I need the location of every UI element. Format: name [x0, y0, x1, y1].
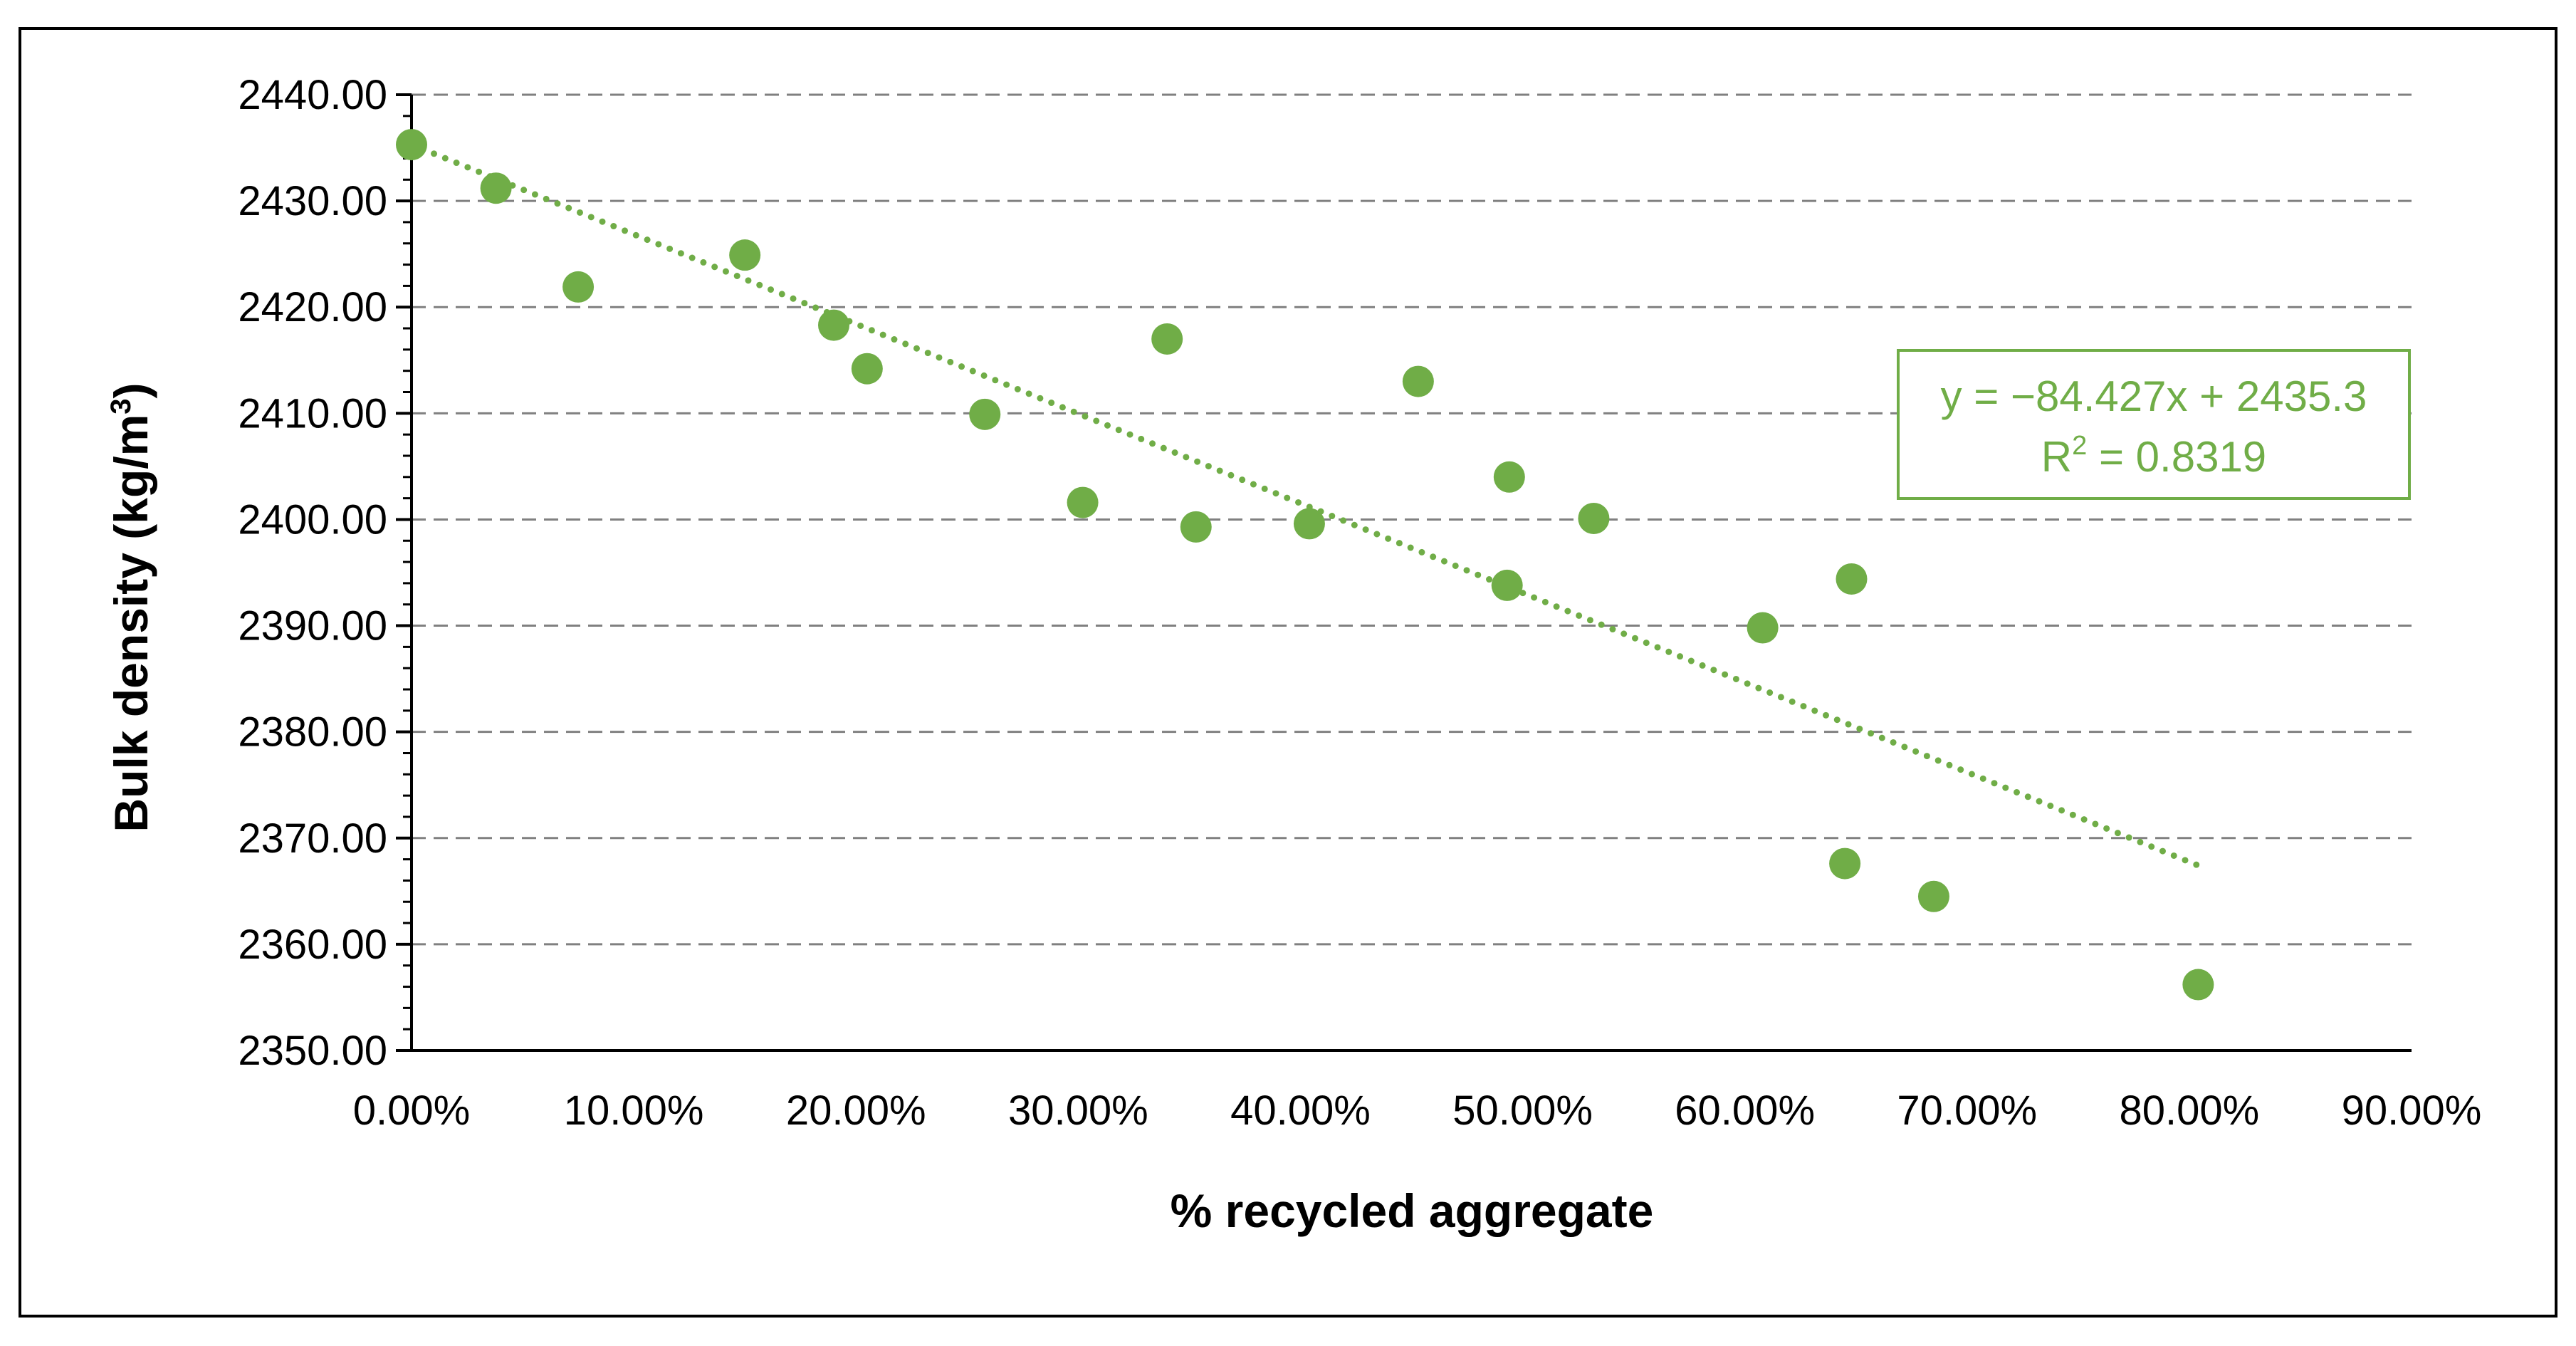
y-tick-label-4: 2390.00: [238, 603, 387, 649]
tick-labels: 2350.00 2360.00 2370.00 2380.00 2390.00 2400.…: [238, 72, 2481, 1134]
data-point-10: [1293, 508, 1325, 540]
y-tick-label-1: 2360.00: [238, 922, 387, 968]
y-tick-label-9: 2440.00: [238, 72, 387, 118]
y-axis-title-main: Bulk density (kg/m: [105, 414, 157, 833]
data-point-1: [480, 172, 512, 204]
x-tick-label-0: 0.00%: [353, 1087, 470, 1134]
data-point-4: [818, 309, 850, 341]
data-point-12: [1491, 569, 1523, 601]
r-squared-value: = 0.8319: [2087, 433, 2266, 481]
chart-frame: [19, 27, 2557, 1318]
y-tick-label-7: 2420.00: [238, 284, 387, 330]
data-point-15: [1747, 612, 1779, 644]
data-point-6: [969, 398, 1001, 430]
data-point-13: [1493, 461, 1525, 493]
data-point-18: [1917, 880, 1949, 912]
data-point-8: [1151, 323, 1183, 355]
x-tick-label-7: 70.00%: [1897, 1087, 2037, 1134]
data-point-11: [1402, 365, 1434, 397]
y-axis-title-close: ): [105, 382, 157, 398]
y-tick-label-0: 2350.00: [238, 1028, 387, 1074]
equation-box-border: [1897, 349, 2411, 500]
y-axis-title: Bulk density (kg/m3): [105, 382, 157, 832]
data-point-5: [851, 353, 883, 385]
data-point-7: [1067, 486, 1099, 518]
trendline-equation: y = −84.427x + 2435.3: [1941, 372, 2367, 420]
data-points: [396, 129, 2214, 1001]
r-squared-label: R2 = 0.8319: [2041, 431, 2266, 481]
data-point-0: [396, 129, 427, 161]
x-tick-label-3: 30.00%: [1008, 1087, 1148, 1134]
y-tick-label-6: 2410.00: [238, 390, 387, 437]
x-tick-label-6: 60.00%: [1675, 1087, 1815, 1134]
equation-box: y = −84.427x + 2435.3 R2 = 0.8319: [1897, 349, 2411, 500]
data-point-19: [2182, 969, 2214, 1001]
x-tick-label-1: 10.00%: [564, 1087, 704, 1134]
x-tick-label-9: 90.00%: [2342, 1087, 2482, 1134]
x-tick-label-8: 80.00%: [2120, 1087, 2260, 1134]
y-tick-label-3: 2380.00: [238, 709, 387, 756]
x-tick-label-5: 50.00%: [1452, 1087, 1593, 1134]
data-point-2: [562, 271, 595, 303]
y-tick-label-8: 2430.00: [238, 178, 387, 224]
y-tick-label-5: 2400.00: [238, 496, 387, 543]
y-tick-label-2: 2370.00: [238, 815, 387, 862]
x-tick-label-4: 40.00%: [1230, 1087, 1371, 1134]
data-point-17: [1836, 563, 1868, 595]
data-point-16: [1829, 847, 1861, 880]
data-point-14: [1578, 502, 1610, 534]
data-point-3: [729, 239, 761, 271]
data-point-9: [1180, 511, 1212, 543]
r-squared-superscript: 2: [2072, 431, 2087, 461]
x-axis-title: % recycled aggregate: [1171, 1184, 1654, 1237]
y-axis-title-superscript: 3: [105, 398, 137, 414]
axes: [396, 93, 2412, 1052]
r-squared-r: R: [2041, 433, 2072, 481]
x-tick-label-2: 20.00%: [786, 1087, 926, 1134]
